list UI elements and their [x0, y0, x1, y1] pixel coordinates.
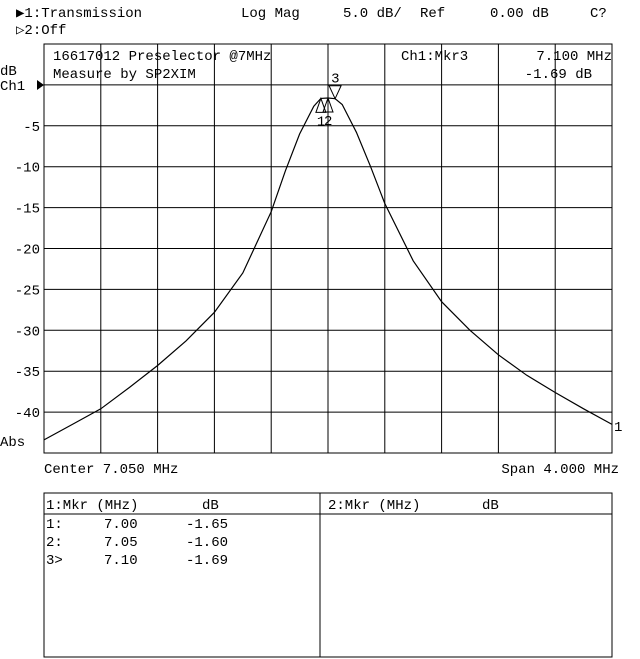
- ref-position-label: Ch1: [0, 79, 25, 95]
- left-header-db: dB: [202, 498, 219, 514]
- marker-triangle-up-icon: [322, 96, 334, 113]
- y-tick-label: -25: [15, 283, 40, 299]
- marker-triangle-up-icon: [315, 96, 327, 113]
- y-unit-label: dB: [0, 64, 17, 80]
- right-header-mkr: 2:Mkr (MHz): [328, 498, 420, 514]
- y-tick-label: -15: [15, 202, 40, 218]
- marker-label: 2: [324, 114, 332, 130]
- y-tick-label: -30: [15, 324, 40, 340]
- row-id: 3>: [46, 553, 63, 569]
- table-row: 1: 7.00 -1.65: [46, 517, 228, 533]
- row-freq: 7.00: [104, 517, 138, 533]
- center-frequency: Center 7.050 MHz: [44, 462, 178, 478]
- active-marker-label: Ch1:Mkr3: [401, 49, 468, 65]
- channel1-label[interactable]: ▶1:Transmission: [16, 6, 142, 22]
- plot-grid: [43, 43, 613, 454]
- marker-table: 1:Mkr (MHz) dB 2:Mkr (MHz) dB 1: 7.00 -1…: [43, 492, 613, 658]
- marker-label: 1: [317, 114, 325, 130]
- row-id: 1:: [46, 517, 63, 533]
- row-freq: 7.05: [104, 535, 138, 551]
- y-tick-label: -20: [15, 243, 40, 259]
- table-row: 3> 7.10 -1.69: [46, 553, 228, 569]
- active-marker-value: -1.69 dB: [525, 67, 592, 83]
- right-header-db: dB: [482, 498, 499, 514]
- left-header-mkr: 1:Mkr (MHz): [46, 498, 138, 514]
- row-value: -1.65: [186, 517, 228, 533]
- row-id: 2:: [46, 535, 63, 551]
- row-value: -1.60: [186, 535, 228, 551]
- trace-end-label: 1: [614, 420, 622, 436]
- abs-label: Abs: [0, 435, 25, 451]
- y-tick-labels: -5 -10 -15 -20 -25 -30 -35 -40: [15, 120, 40, 422]
- row-value: -1.69: [186, 553, 228, 569]
- ref-label: Ref: [420, 6, 445, 22]
- scale-label: 5.0 dB/: [343, 6, 402, 22]
- row-freq: 7.10: [104, 553, 138, 569]
- format-label: Log Mag: [241, 6, 300, 22]
- marker-label: 3: [331, 72, 339, 88]
- marker-triangle-down-icon: [328, 85, 342, 100]
- y-tick-label: -10: [15, 161, 40, 177]
- markers: 12 3: [315, 72, 342, 130]
- title-line1: 16617012 Preselector @7MHz: [53, 49, 271, 65]
- ref-value: 0.00 dB: [490, 6, 549, 22]
- cal-status: C?: [590, 6, 607, 22]
- active-marker-frequency: 7.100 MHz: [536, 49, 612, 65]
- y-tick-label: -40: [15, 406, 40, 422]
- span-frequency: Span 4.000 MHz: [501, 462, 619, 478]
- table-row: 2: 7.05 -1.60: [46, 535, 228, 551]
- y-tick-label: -5: [23, 120, 40, 136]
- y-tick-label: -35: [15, 365, 40, 381]
- ref-position-arrow-icon: [37, 80, 44, 90]
- channel2-label[interactable]: ▷2:Off: [16, 23, 66, 39]
- title-line2: Measure by SP2XIM: [53, 67, 196, 83]
